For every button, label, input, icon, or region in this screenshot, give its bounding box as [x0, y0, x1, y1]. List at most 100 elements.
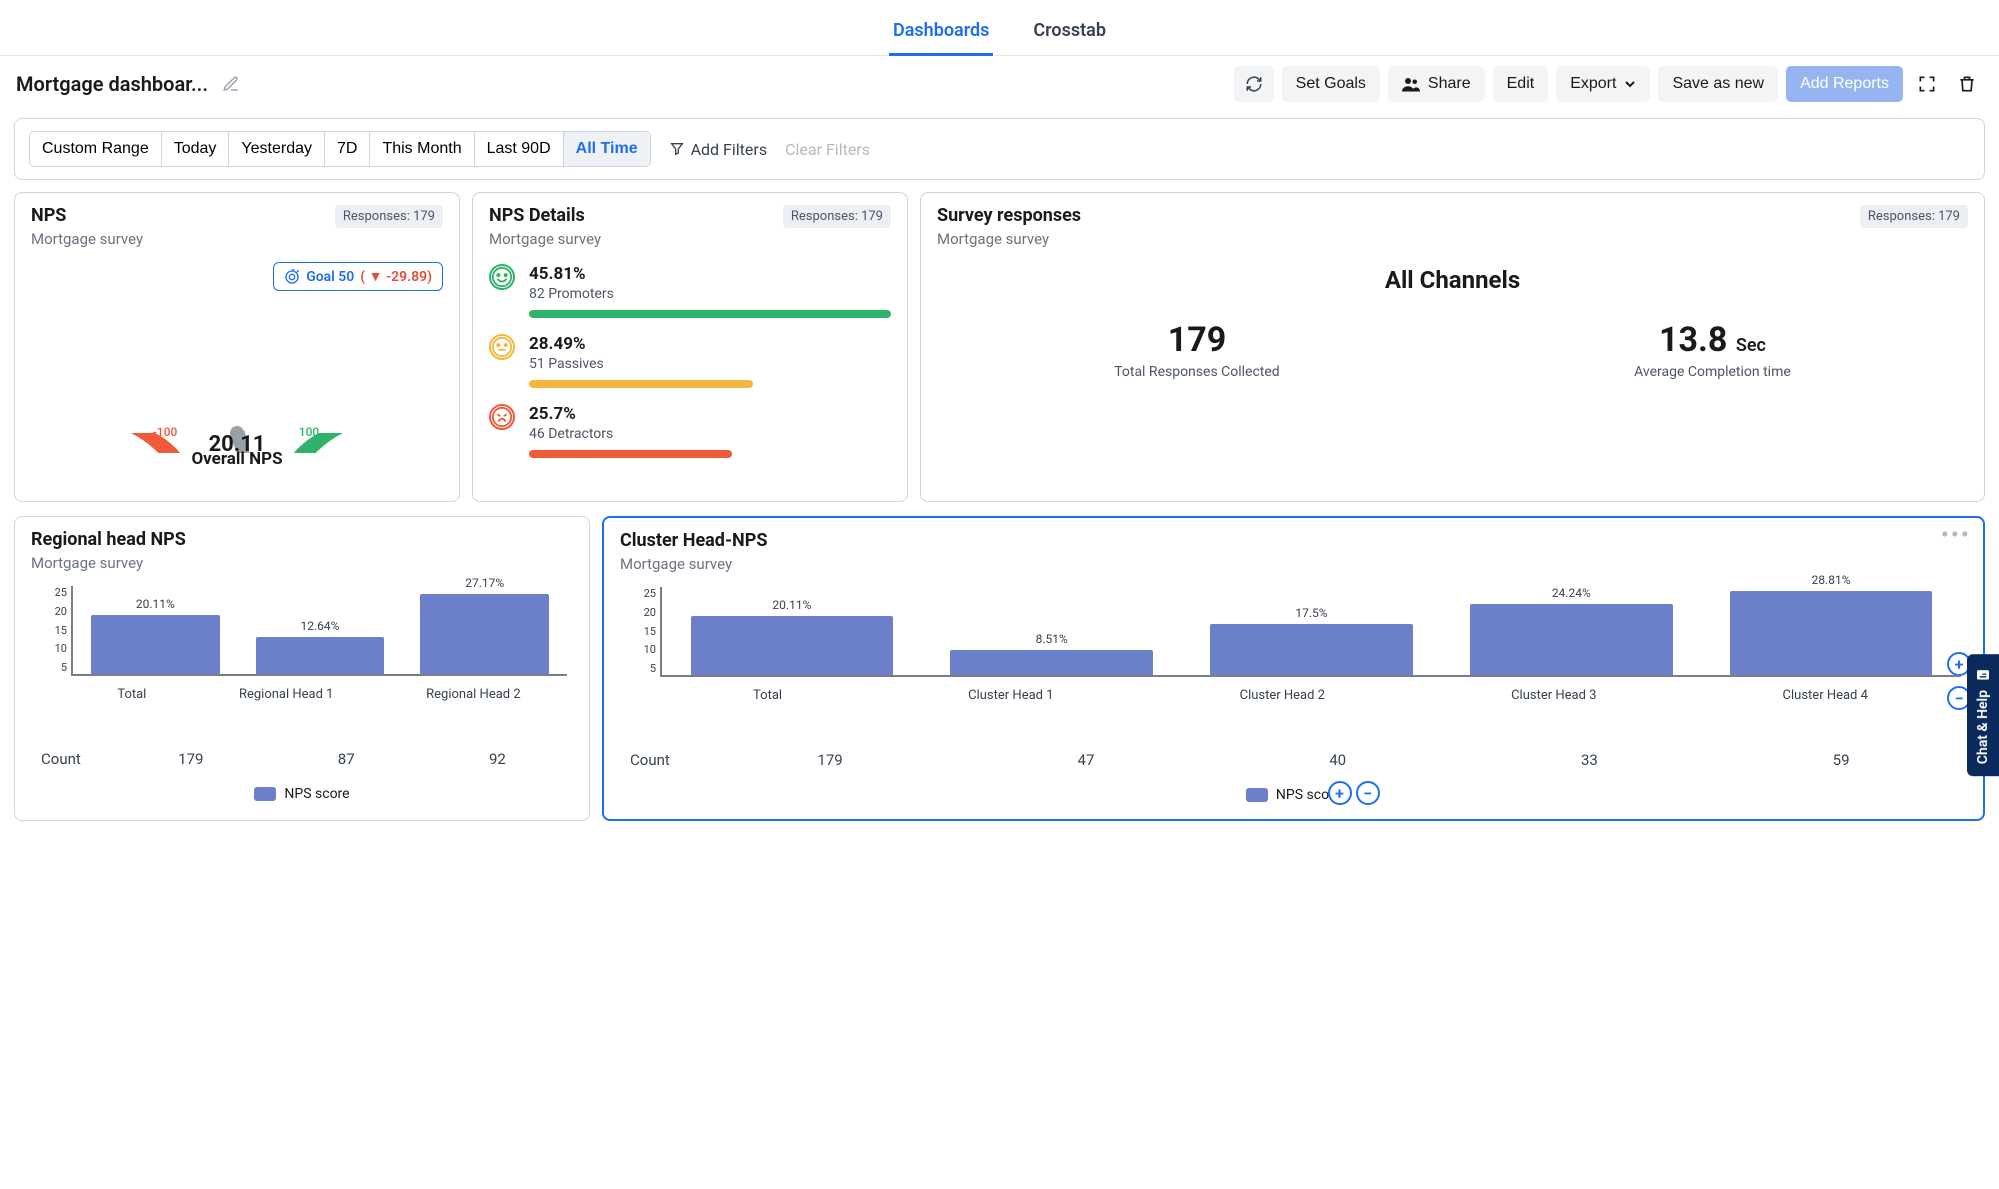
bar: 28.81%: [1701, 573, 1961, 676]
cluster-title: Cluster Head-NPS: [620, 530, 1967, 551]
add-filters-link[interactable]: Add Filters: [669, 140, 767, 159]
nps-details-card: NPS Details Mortgage survey Responses: 1…: [472, 192, 908, 502]
top-tabs: Dashboards Crosstab: [0, 0, 1999, 56]
range-yesterday[interactable]: Yesterday: [229, 132, 325, 166]
trash-icon: [1957, 74, 1977, 94]
nps-details-subtitle: Mortgage survey: [489, 230, 601, 248]
regional-legend-label: NPS score: [284, 786, 349, 802]
range-last-90d[interactable]: Last 90D: [475, 132, 564, 166]
total-responses-value: 179: [1114, 320, 1280, 360]
svg-text:-80: -80: [160, 447, 178, 453]
save-as-new-button[interactable]: Save as new: [1658, 66, 1778, 102]
range-custom-range[interactable]: Custom Range: [30, 132, 162, 166]
avg-completion-label: Average Completion time: [1634, 364, 1791, 380]
face-icon: [489, 404, 515, 430]
count-value: 33: [1581, 751, 1598, 769]
x-label: Total: [753, 688, 782, 703]
count-value: 92: [489, 750, 506, 768]
chat-icon: [1975, 666, 1991, 682]
nps-subtitle: Mortgage survey: [31, 230, 143, 248]
edit-button[interactable]: Edit: [1493, 66, 1549, 102]
total-responses-label: Total Responses Collected: [1114, 364, 1280, 380]
legend-swatch: [1246, 788, 1268, 802]
nps-row-pct: 25.7%: [529, 404, 891, 424]
count-value: 179: [178, 750, 203, 768]
export-button[interactable]: Export: [1556, 66, 1650, 102]
cluster-subtitle: Mortgage survey: [620, 555, 1967, 573]
all-channels-label: All Channels: [937, 266, 1968, 294]
survey-title: Survey responses: [937, 205, 1081, 226]
filters-bar: Custom RangeTodayYesterday7DThis MonthLa…: [14, 118, 1985, 180]
count-value: 179: [817, 751, 842, 769]
chevron-down-icon: [1624, 78, 1636, 90]
survey-subtitle: Mortgage survey: [937, 230, 1081, 248]
x-label: Cluster Head 3: [1511, 688, 1596, 703]
nps-title: NPS: [31, 205, 143, 226]
nps-details-responses-badge: Responses: 179: [783, 205, 891, 228]
overall-nps-value: 20.11: [209, 432, 266, 457]
dashboard-title-wrap: Mortgage dashboar...: [16, 71, 244, 97]
nps-row-pct: 45.81%: [529, 264, 891, 284]
x-label: Total: [117, 687, 146, 702]
avg-completion-stat: 13.8 Sec Average Completion time: [1634, 320, 1791, 380]
range-today[interactable]: Today: [162, 132, 230, 166]
bar: 27.17%: [402, 576, 567, 674]
tab-dashboards[interactable]: Dashboards: [889, 12, 993, 55]
bar: 17.5%: [1182, 606, 1442, 675]
cluster-legend: NPS score: [620, 787, 1967, 803]
count-value: 87: [338, 750, 355, 768]
regional-subtitle: Mortgage survey: [31, 554, 573, 572]
zoom-out-button[interactable]: −: [1356, 781, 1380, 805]
regional-count-label: Count: [31, 750, 111, 768]
card-menu-icon[interactable]: •••: [1937, 526, 1975, 544]
filter-icon: [669, 141, 685, 157]
cluster-nps-card[interactable]: ••• Cluster Head-NPS Mortgage survey + −…: [602, 516, 1985, 821]
x-label: Cluster Head 4: [1783, 688, 1868, 703]
tab-crosstab[interactable]: Crosstab: [1029, 12, 1110, 55]
nps-detail-row: 25.7% 46 Detractors: [489, 404, 891, 458]
nps-row-bar: [529, 310, 891, 318]
goal-delta: ( ▼ -29.89): [360, 268, 432, 285]
toolbar: Mortgage dashboar... Set Goals Share Edi…: [0, 56, 1999, 112]
regional-title: Regional head NPS: [31, 529, 573, 550]
export-label: Export: [1570, 75, 1616, 93]
survey-responses-badge: Responses: 179: [1860, 205, 1968, 228]
bar: 20.11%: [73, 597, 238, 674]
nps-row-sub: 51 Passives: [529, 356, 891, 372]
avg-completion-value: 13.8 Sec: [1634, 320, 1791, 360]
expand-icon: [1917, 74, 1937, 94]
dashboard-title: Mortgage dashboar...: [16, 72, 208, 96]
nps-row-bar: [529, 380, 753, 388]
nps-row-sub: 46 Detractors: [529, 426, 891, 442]
fullscreen-button[interactable]: [1911, 68, 1943, 100]
svg-text:100: 100: [299, 425, 320, 439]
pencil-icon[interactable]: [218, 71, 244, 97]
x-label: Regional Head 2: [426, 687, 521, 702]
range-all-time[interactable]: All Time: [564, 132, 650, 166]
nps-details-title: NPS Details: [489, 205, 601, 226]
delete-button[interactable]: [1951, 68, 1983, 100]
range-7d[interactable]: 7D: [325, 132, 370, 166]
bar: 12.64%: [238, 619, 403, 674]
gauge: -100-80-60-40-20020406080100 20.11 Overa…: [31, 283, 443, 469]
cluster-count-label: Count: [620, 751, 700, 769]
bar: 8.51%: [922, 632, 1182, 675]
svg-text:-100: -100: [153, 425, 178, 439]
bar: 20.11%: [662, 598, 922, 675]
range-this-month[interactable]: This Month: [370, 132, 474, 166]
count-value: 40: [1329, 751, 1346, 769]
refresh-button[interactable]: [1234, 66, 1274, 102]
x-label: Cluster Head 1: [968, 688, 1053, 703]
people-icon: [1402, 76, 1420, 92]
chat-help-tab[interactable]: Chat & Help: [1967, 654, 1999, 776]
share-button[interactable]: Share: [1388, 66, 1485, 102]
add-reports-button[interactable]: Add Reports: [1786, 66, 1903, 102]
zoom-in-button[interactable]: +: [1328, 781, 1352, 805]
nps-detail-row: 28.49% 51 Passives: [489, 334, 891, 388]
nps-row-sub: 82 Promoters: [529, 286, 891, 302]
face-icon: [489, 264, 515, 290]
count-value: 59: [1833, 751, 1850, 769]
svg-text:80: 80: [299, 447, 313, 453]
survey-responses-card: Survey responses Mortgage survey Respons…: [920, 192, 1985, 502]
set-goals-button[interactable]: Set Goals: [1282, 66, 1380, 102]
